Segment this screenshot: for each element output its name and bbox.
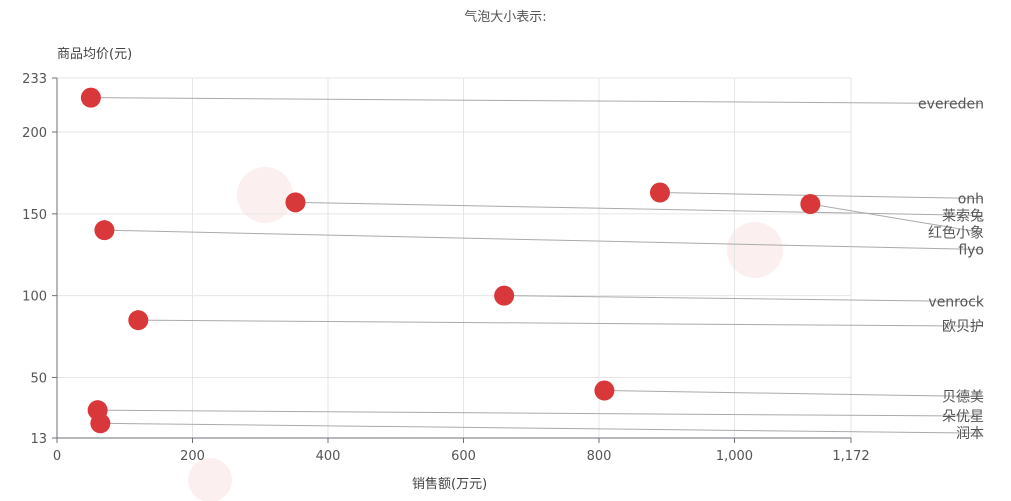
point-label: 欧贝护: [942, 319, 984, 335]
x-tick-label: 0: [53, 449, 61, 464]
point-label: 贝德美: [942, 390, 984, 406]
y-tick-label: 50: [30, 371, 47, 386]
leader-line: [604, 390, 983, 398]
bubble-point: [90, 413, 111, 434]
bubble-point: [800, 194, 821, 214]
bubble-point: [94, 220, 115, 241]
leader-line: [138, 319, 983, 327]
bubble-point: [649, 182, 670, 203]
y-tick-label: 13: [30, 432, 47, 447]
leader-line: [90, 97, 983, 105]
bubble-point: [494, 285, 515, 306]
point-label: 红色小象: [928, 225, 984, 242]
x-tick-label: 400: [316, 449, 341, 464]
point-label: 莱索兔: [942, 208, 984, 225]
y-tick-label: 200: [22, 126, 47, 141]
x-axis-label: 销售额(万元): [412, 477, 488, 492]
leader-line: [504, 295, 983, 303]
y-tick-label: 150: [22, 208, 47, 223]
point-label: evereden: [918, 97, 984, 113]
y-tick-label: 233: [22, 72, 47, 87]
y-axis-label: 商品均价(元): [57, 47, 133, 62]
x-tick-label: 800: [587, 449, 612, 464]
leader-line: [104, 229, 983, 251]
bubble-point: [285, 192, 306, 213]
point-label: flyo: [958, 243, 984, 259]
leader-line: [100, 422, 983, 434]
bubble-point: [80, 87, 101, 108]
point-label: 朵优星: [942, 409, 984, 425]
x-tick-label: 200: [180, 449, 205, 464]
x-tick-label: 1,000: [716, 449, 753, 464]
leader-line: [659, 192, 983, 200]
leader-line: [810, 203, 983, 234]
leader-line: [97, 409, 983, 417]
x-tick-label: 600: [451, 449, 476, 464]
x-tick-label: 1,172: [832, 449, 869, 464]
point-label: onh: [958, 192, 984, 208]
point-label: 润本: [956, 426, 984, 442]
chart-title: 气泡大小表示:: [464, 10, 547, 25]
point-label: venrock: [928, 295, 984, 311]
bubble-point: [128, 310, 149, 331]
bubble-point: [594, 380, 615, 401]
y-tick-label: 100: [22, 290, 47, 305]
watermark-logo: [188, 167, 783, 501]
